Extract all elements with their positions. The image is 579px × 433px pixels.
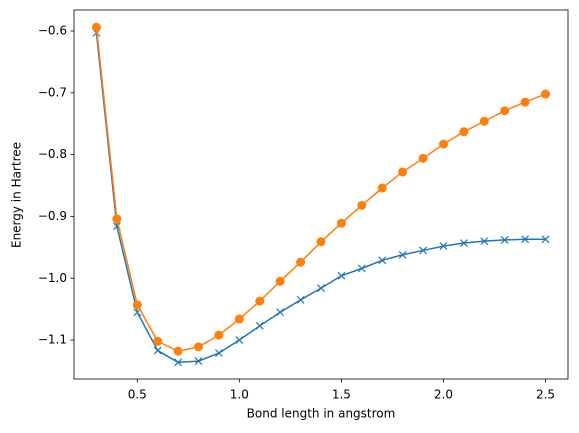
y-tick-label: −1.1 [38, 333, 67, 347]
marker [214, 330, 224, 340]
marker [459, 127, 469, 137]
series-line [95, 27, 546, 352]
y-tick-label: −0.9 [38, 209, 67, 223]
marker [296, 257, 306, 267]
marker [438, 139, 448, 149]
marker [439, 242, 448, 251]
marker [479, 116, 489, 126]
marker [377, 183, 387, 193]
marker [459, 239, 468, 247]
marker [398, 167, 408, 177]
x-axis-label: Bond length in angstrom [247, 407, 396, 421]
marker [276, 308, 285, 317]
y-tick-label: −0.7 [38, 85, 67, 99]
marker [316, 237, 326, 247]
marker [357, 264, 366, 273]
marker [541, 89, 551, 99]
marker [194, 342, 204, 352]
marker [173, 346, 183, 356]
marker [500, 106, 510, 116]
marker [91, 22, 101, 32]
marker [418, 153, 428, 163]
marker [234, 314, 244, 324]
marker [235, 336, 244, 344]
x-tick-label: 1.0 [230, 388, 249, 402]
marker [480, 237, 489, 246]
y-tick-label: −0.8 [38, 147, 67, 161]
marker [378, 256, 387, 265]
marker [255, 296, 265, 306]
y-axis-label: Energy in Hartree [10, 142, 24, 248]
marker [541, 235, 550, 244]
marker [275, 276, 285, 286]
x-tick-label: 2.5 [536, 388, 555, 402]
marker [296, 295, 305, 304]
marker [521, 235, 530, 244]
x-tick-label: 0.5 [128, 388, 147, 402]
marker [174, 358, 183, 367]
marker [317, 284, 325, 293]
marker [336, 218, 346, 228]
marker [153, 346, 162, 355]
axes-frame [73, 9, 569, 380]
marker [153, 336, 163, 346]
marker [337, 271, 346, 280]
marker [520, 97, 530, 107]
marker [132, 300, 142, 310]
marker [215, 349, 223, 357]
y-tick-label: −0.6 [38, 24, 67, 38]
marker [500, 236, 509, 244]
marker [194, 357, 203, 365]
x-tick-label: 2.0 [434, 388, 453, 402]
marker [419, 246, 427, 255]
marker [112, 214, 122, 224]
y-tick-label: −1.0 [38, 271, 67, 285]
marker [357, 200, 367, 210]
series-line [95, 32, 546, 364]
marker [398, 250, 407, 259]
marker [255, 321, 264, 330]
x-tick-label: 1.5 [332, 388, 351, 402]
